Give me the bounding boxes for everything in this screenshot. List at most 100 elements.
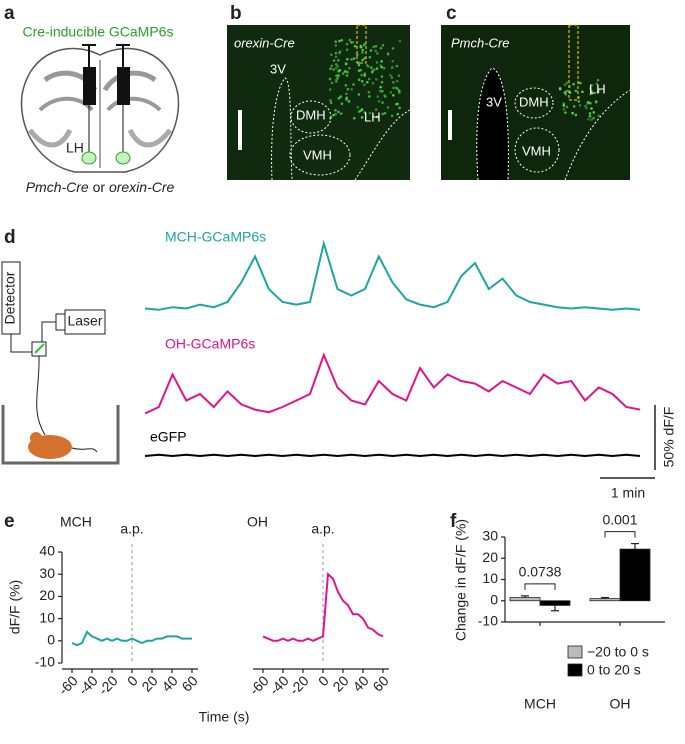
cell-dot (586, 117, 590, 121)
cell-dot (361, 51, 364, 54)
cell-dot (396, 102, 399, 106)
cell-dot (332, 68, 335, 71)
caption-part: orexin-Cre (109, 179, 175, 195)
cell-dot (350, 58, 353, 61)
cell-dot (391, 59, 395, 63)
cell-dot (360, 80, 364, 83)
cell-dot (386, 106, 390, 109)
cell-dot (363, 57, 366, 60)
cell-dot (386, 52, 390, 56)
cell-dot (565, 105, 569, 109)
cell-dot (375, 61, 379, 64)
cell-dot (381, 112, 385, 116)
legend-swatch (567, 645, 583, 659)
panel-label: c (446, 3, 457, 24)
cell-dot (589, 92, 592, 96)
panel-a-caption: Pmch-Cre or orexin-Cre (26, 179, 175, 195)
x-tick-label: 60 (369, 672, 391, 694)
cell-dot (350, 87, 353, 91)
x-tick-label: -20 (286, 672, 312, 698)
legend-label: −20 to 0 s (587, 644, 649, 660)
cell-dot (374, 78, 378, 81)
cell-dot (330, 81, 334, 85)
cell-dot (334, 112, 337, 116)
cell-dot (590, 107, 593, 110)
scale-label: 50% dF/F (661, 407, 677, 468)
cell-dot (365, 80, 369, 84)
cell-dot (378, 89, 382, 93)
cell-dot (372, 68, 376, 71)
cell-dot (339, 95, 343, 98)
cell-dot (360, 116, 364, 119)
cell-dot (375, 115, 379, 119)
cell-dot (584, 104, 587, 108)
cell-dot (360, 73, 363, 77)
region-label: DMH (296, 107, 326, 122)
brain-diagram (20, 44, 180, 173)
cell-dot (336, 64, 340, 68)
cell-dot (396, 112, 400, 116)
cell-dot (334, 63, 338, 66)
cell-dot (392, 86, 395, 90)
cell-dot (334, 51, 338, 55)
cell-dot (348, 38, 352, 42)
cell-dot (330, 64, 333, 68)
cell-dot (565, 89, 568, 93)
cell-dot (375, 67, 379, 70)
cell-dot (334, 55, 338, 59)
cell-dot (363, 74, 367, 77)
cell-dot (585, 106, 588, 110)
micrograph-title: Pmch-Cre (451, 35, 510, 50)
cell-dot (371, 81, 375, 85)
x-axis-label: Time (s) (199, 709, 250, 725)
micrograph-title: orexin-Cre (234, 35, 295, 50)
trace (144, 453, 641, 458)
cell-dot (383, 94, 386, 97)
cell-dot (338, 68, 342, 72)
chart-title: OH (247, 514, 268, 530)
cell-dot (596, 78, 600, 82)
detector-label: Detector (2, 271, 18, 324)
setup-diagram (1, 261, 120, 465)
cell-dot (590, 118, 593, 121)
laser-label: Laser (67, 313, 102, 329)
legend-label: 0 to 20 s (587, 662, 641, 678)
cell-dot (335, 74, 338, 78)
trace-label: OH-GCaMP6s (165, 336, 255, 352)
cell-dot (328, 77, 332, 81)
cell-dot (361, 48, 365, 52)
cell-dot (372, 45, 375, 49)
cell-dot (357, 78, 361, 82)
cell-dot (389, 91, 393, 94)
caption-part: Pmch-Cre (26, 179, 89, 195)
cell-dot (574, 89, 578, 93)
bar (619, 548, 651, 602)
y-tick-label: 20 (39, 587, 55, 603)
cell-dot (329, 53, 333, 56)
cell-dot (357, 110, 361, 113)
cell-dot (370, 66, 373, 69)
panel-label: d (4, 227, 16, 248)
p-value: 0.0738 (519, 564, 562, 580)
cell-dot (356, 105, 360, 109)
cell-dot (337, 74, 340, 77)
cell-dot (392, 80, 395, 84)
cell-dot (344, 62, 348, 66)
cell-dot (352, 83, 355, 86)
cell-dot (332, 113, 335, 117)
cell-dot (344, 83, 348, 87)
cell-dot (395, 79, 399, 83)
cell-dot (398, 106, 401, 110)
cell-dot (390, 66, 394, 69)
p-value: 0.001 (602, 511, 637, 527)
panel-label: f (450, 511, 457, 532)
significance-bracket (604, 531, 636, 538)
cell-dot (345, 96, 349, 100)
cell-dot (332, 59, 336, 62)
cell-dot (597, 114, 601, 118)
cell-dot (382, 66, 386, 70)
cell-dot (334, 109, 337, 112)
cell-dot (383, 111, 387, 115)
bar (539, 600, 571, 606)
y-tick-label: -10 (35, 654, 55, 670)
